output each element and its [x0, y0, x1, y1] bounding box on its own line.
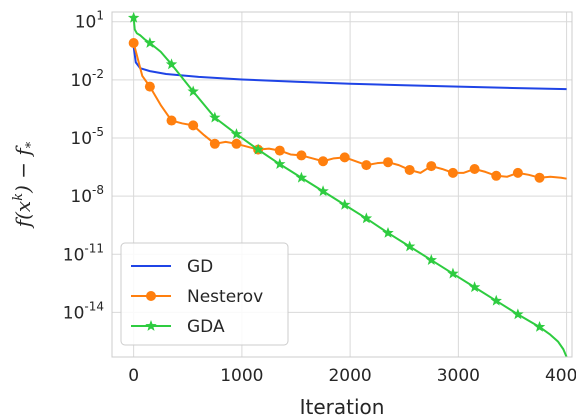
- series-gda-point: [295, 171, 308, 183]
- series-nesterov-point: [144, 81, 155, 92]
- y-tick-label: 10-8: [70, 183, 104, 207]
- y-tick-label: 101: [75, 9, 104, 33]
- series-gda-point: [230, 128, 243, 139]
- series-gda-point: [209, 111, 221, 123]
- series-gda-point: [533, 320, 546, 332]
- series-gda-point: [490, 294, 502, 306]
- legend-nesterov-marker: [146, 291, 156, 301]
- series-gda-point: [382, 226, 394, 238]
- series-nesterov-point: [534, 172, 545, 183]
- y-tick-label: 10-11: [63, 241, 104, 265]
- series-nesterov-point: [404, 164, 415, 175]
- series-nesterov-point: [426, 161, 437, 172]
- x-axis-label: Iteration: [300, 395, 385, 419]
- series-nesterov-point: [361, 160, 372, 171]
- y-tick-label: 10-14: [63, 299, 104, 323]
- x-tick-label: 3000: [437, 366, 480, 386]
- series-nesterov-point: [447, 167, 458, 178]
- legend-frame: [120, 242, 289, 346]
- x-tick-label: 1000: [220, 366, 263, 386]
- x-tick-label: 4000: [545, 366, 576, 386]
- series-gda-point: [274, 158, 286, 169]
- plot-frame: [111, 11, 573, 358]
- series-gda-point: [339, 198, 351, 210]
- series-gda-point: [144, 37, 156, 48]
- series-nesterov-point: [318, 156, 329, 167]
- x-tick-label: 0: [128, 366, 139, 386]
- series-nesterov-point: [296, 150, 307, 161]
- legend-gda-marker: [145, 320, 157, 331]
- legend-gda-label: GDA: [187, 317, 225, 337]
- series-gda-point: [187, 85, 199, 97]
- series-gda-point: [447, 267, 459, 279]
- y-tick-label: 10-2: [70, 67, 104, 91]
- series-nesterov-point: [188, 120, 199, 131]
- series-nesterov-point: [512, 167, 523, 178]
- series-nesterov-point: [128, 38, 139, 49]
- series-gda-point: [403, 240, 416, 252]
- series-gda-point: [127, 11, 140, 23]
- tick-labels: 0 1000 2000 3000 4000 101 10-2 10-5 10-8 10-11 10-…: [63, 9, 576, 386]
- series-nesterov-point: [209, 138, 220, 149]
- series-gda-point: [425, 254, 437, 265]
- series-nesterov-point: [274, 145, 285, 156]
- series-nesterov-point: [491, 170, 502, 181]
- y-tick-label: 10-5: [70, 125, 104, 149]
- series-gda-point: [165, 58, 178, 70]
- series-gda-point: [252, 143, 264, 155]
- series-gda-point: [317, 185, 329, 197]
- series-nesterov-point: [231, 138, 242, 149]
- series-gda-point: [468, 281, 481, 293]
- legend-nesterov-label: Nesterov: [187, 287, 263, 307]
- series-nesterov-point: [383, 157, 393, 168]
- y-axis-label: f(xk) − f*: [11, 141, 39, 229]
- series-nesterov-point: [339, 152, 350, 163]
- legend: GD Nesterov GDA: [120, 242, 289, 346]
- x-tick-label: 2000: [328, 366, 371, 386]
- series-gda-point: [360, 212, 373, 224]
- legend-gd-label: GD: [187, 257, 213, 277]
- series-nesterov-point: [469, 163, 480, 174]
- series-layer: [127, 11, 568, 358]
- series-nesterov-point: [166, 115, 177, 126]
- series-gda-point: [512, 308, 524, 320]
